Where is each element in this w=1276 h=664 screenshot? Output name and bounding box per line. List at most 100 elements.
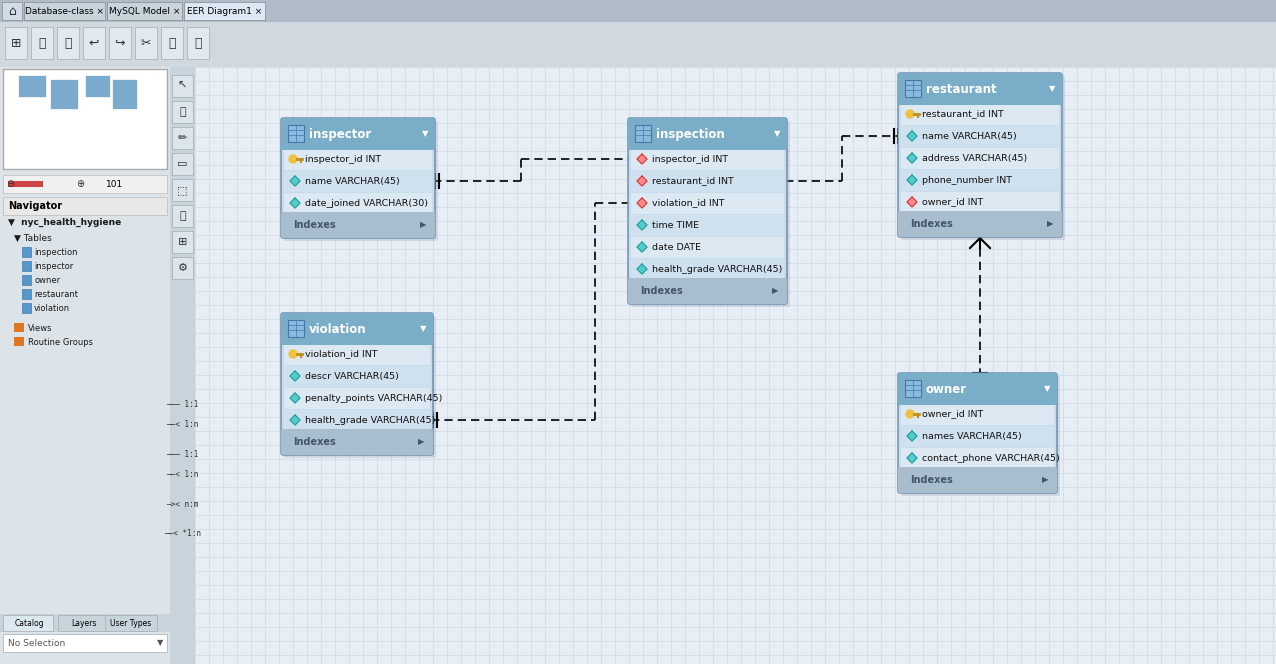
FancyBboxPatch shape (288, 320, 304, 337)
Text: owner_id INT: owner_id INT (923, 410, 984, 418)
Polygon shape (637, 220, 647, 230)
FancyBboxPatch shape (0, 22, 1276, 67)
FancyBboxPatch shape (901, 448, 1054, 469)
FancyBboxPatch shape (281, 313, 433, 345)
FancyBboxPatch shape (172, 127, 193, 149)
Text: ▼: ▼ (420, 325, 426, 333)
Text: ↖: ↖ (177, 81, 188, 91)
Text: ⚙: ⚙ (177, 263, 188, 273)
FancyBboxPatch shape (285, 149, 433, 170)
Text: Database-class ×: Database-class × (26, 7, 105, 15)
Text: inspection: inspection (656, 127, 725, 141)
Text: Indexes: Indexes (910, 219, 953, 229)
FancyBboxPatch shape (188, 27, 209, 59)
Text: 💾: 💾 (38, 37, 46, 50)
Text: ──< 1:n: ──< 1:n (166, 420, 199, 428)
FancyBboxPatch shape (3, 175, 167, 193)
FancyBboxPatch shape (135, 27, 157, 59)
Text: ▶: ▶ (420, 220, 426, 230)
Text: Indexes: Indexes (293, 437, 336, 447)
Text: ▶: ▶ (772, 286, 778, 295)
Text: ──< 1:n: ──< 1:n (166, 469, 199, 479)
Text: Catalog: Catalog (14, 618, 43, 627)
Polygon shape (637, 176, 647, 186)
Text: name VARCHAR(45): name VARCHAR(45) (305, 177, 399, 185)
Text: ✏: ✏ (177, 133, 188, 143)
Text: owner: owner (926, 382, 967, 396)
Text: ▼: ▼ (773, 129, 780, 139)
FancyBboxPatch shape (281, 313, 433, 455)
FancyBboxPatch shape (3, 634, 167, 652)
FancyBboxPatch shape (22, 303, 31, 313)
FancyBboxPatch shape (901, 376, 1060, 496)
Text: phone_number INT: phone_number INT (923, 175, 1012, 185)
FancyBboxPatch shape (632, 171, 783, 192)
Text: ▼ Tables: ▼ Tables (14, 234, 52, 242)
FancyBboxPatch shape (3, 615, 54, 631)
FancyBboxPatch shape (5, 27, 27, 59)
Text: Indexes: Indexes (910, 475, 953, 485)
FancyBboxPatch shape (281, 118, 435, 238)
Text: ⌂: ⌂ (8, 5, 15, 17)
FancyBboxPatch shape (898, 73, 1062, 105)
Polygon shape (907, 175, 917, 185)
FancyBboxPatch shape (632, 149, 783, 170)
Text: ⊖: ⊖ (6, 179, 14, 189)
FancyBboxPatch shape (170, 67, 195, 664)
Text: ▼: ▼ (1044, 384, 1050, 394)
Polygon shape (907, 431, 917, 441)
FancyBboxPatch shape (632, 121, 790, 307)
FancyBboxPatch shape (635, 125, 651, 142)
FancyBboxPatch shape (3, 197, 167, 215)
FancyBboxPatch shape (285, 366, 430, 387)
FancyBboxPatch shape (901, 170, 1059, 191)
Text: inspector: inspector (34, 262, 73, 270)
FancyBboxPatch shape (31, 27, 54, 59)
FancyBboxPatch shape (161, 27, 182, 59)
FancyBboxPatch shape (0, 0, 170, 664)
Text: 💾: 💾 (64, 37, 71, 50)
FancyBboxPatch shape (898, 467, 1057, 493)
Polygon shape (290, 176, 300, 186)
FancyBboxPatch shape (14, 323, 24, 332)
Text: EER Diagram1 ×: EER Diagram1 × (186, 7, 262, 15)
FancyBboxPatch shape (85, 75, 110, 97)
FancyBboxPatch shape (172, 257, 193, 279)
FancyBboxPatch shape (285, 388, 430, 409)
Text: owner: owner (34, 276, 60, 284)
Text: 📄: 📄 (168, 37, 176, 50)
FancyBboxPatch shape (628, 118, 787, 150)
FancyBboxPatch shape (281, 429, 433, 455)
FancyBboxPatch shape (898, 211, 1062, 237)
Text: name VARCHAR(45): name VARCHAR(45) (923, 131, 1017, 141)
FancyBboxPatch shape (50, 79, 78, 109)
FancyBboxPatch shape (285, 121, 438, 241)
Polygon shape (290, 415, 300, 425)
FancyBboxPatch shape (901, 404, 1054, 425)
FancyBboxPatch shape (0, 614, 170, 632)
Polygon shape (290, 393, 300, 403)
Circle shape (906, 110, 914, 118)
Text: restaurant: restaurant (926, 82, 997, 96)
Text: ─>< n:m: ─>< n:m (166, 499, 199, 509)
FancyBboxPatch shape (628, 118, 787, 304)
Polygon shape (637, 154, 647, 164)
Text: restaurant_id INT: restaurant_id INT (652, 177, 734, 185)
Text: Indexes: Indexes (293, 220, 336, 230)
FancyBboxPatch shape (632, 259, 783, 280)
Text: Navigator: Navigator (8, 201, 63, 211)
Text: ─── 1:1: ─── 1:1 (166, 450, 199, 459)
Text: ──< *1:n: ──< *1:n (165, 529, 202, 539)
FancyBboxPatch shape (898, 73, 1062, 237)
FancyBboxPatch shape (632, 215, 783, 236)
FancyBboxPatch shape (901, 148, 1059, 169)
FancyBboxPatch shape (8, 181, 43, 187)
Text: health_grade VARCHAR(45): health_grade VARCHAR(45) (652, 264, 782, 274)
Polygon shape (907, 197, 917, 207)
FancyBboxPatch shape (172, 179, 193, 201)
FancyBboxPatch shape (18, 75, 46, 97)
Text: owner_id INT: owner_id INT (923, 197, 984, 207)
FancyBboxPatch shape (288, 125, 304, 142)
Text: inspection: inspection (34, 248, 78, 256)
Polygon shape (907, 131, 917, 141)
